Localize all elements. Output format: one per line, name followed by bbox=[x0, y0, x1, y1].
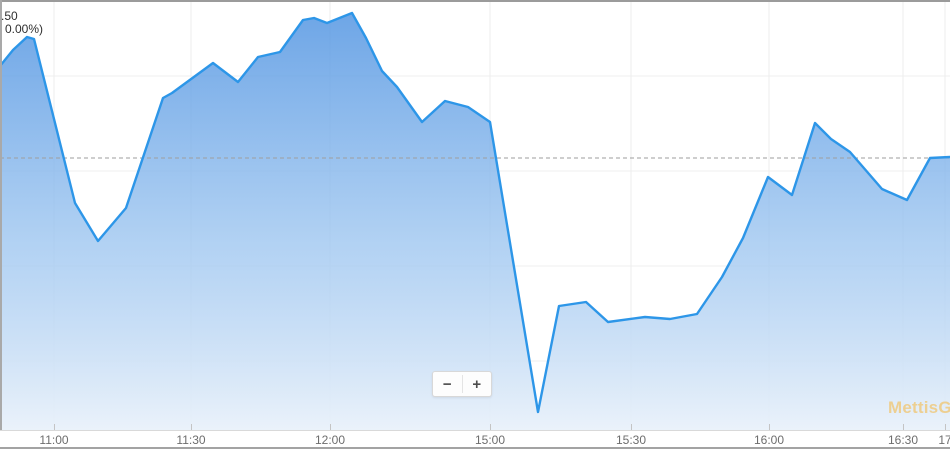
price-label-value: .50 bbox=[1, 9, 18, 23]
price-area-chart bbox=[0, 0, 950, 430]
x-axis-label: 12:00 bbox=[314, 433, 346, 447]
chart-bottom-border bbox=[0, 447, 950, 449]
chart-left-border bbox=[0, 0, 2, 430]
x-axis-label: 16:00 bbox=[753, 433, 785, 447]
x-axis-label: 17 bbox=[938, 433, 950, 447]
x-axis-tick bbox=[54, 424, 55, 430]
last-price-label: .50 0.00%) bbox=[1, 10, 43, 36]
zoom-control-divider bbox=[461, 375, 463, 393]
mettis-watermark: MettisG bbox=[888, 398, 950, 417]
x-axis-tick bbox=[945, 424, 946, 430]
x-axis-tick bbox=[903, 424, 904, 430]
x-axis-label: 15:30 bbox=[615, 433, 647, 447]
x-axis-label: 15:00 bbox=[474, 433, 506, 447]
x-axis-label: 11:30 bbox=[176, 433, 206, 447]
x-axis-label: 11:00 bbox=[39, 433, 69, 447]
time-axis-line bbox=[0, 430, 950, 431]
time-axis: 11:00 11:30 12:00 15:00 15:30 16:00 16:30 17 bbox=[0, 424, 950, 450]
x-axis-tick bbox=[490, 424, 491, 430]
price-label-change-percent: 0.00%) bbox=[5, 22, 44, 36]
area-fill bbox=[0, 13, 950, 430]
zoom-in-button[interactable]: + bbox=[463, 372, 492, 396]
x-axis-tick bbox=[769, 424, 770, 430]
zoom-out-button[interactable]: − bbox=[433, 372, 462, 396]
x-axis-tick bbox=[631, 424, 632, 430]
zoom-control: − + bbox=[432, 371, 492, 397]
x-axis-label: 16:30 bbox=[887, 433, 919, 447]
x-axis-tick bbox=[330, 424, 331, 430]
chart-top-border bbox=[0, 0, 950, 2]
x-axis-tick bbox=[191, 424, 192, 430]
price-line bbox=[0, 11, 950, 414]
